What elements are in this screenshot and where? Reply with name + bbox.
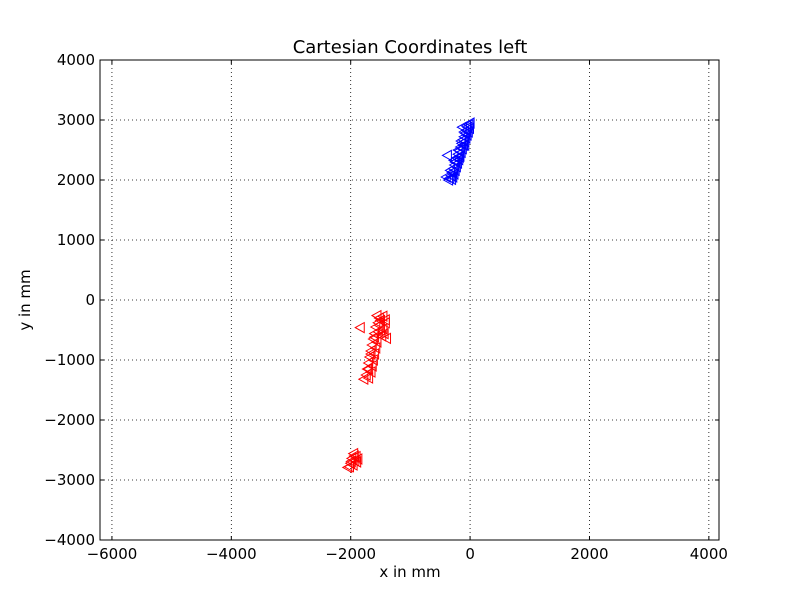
x-tick-label: −2000 <box>325 545 376 563</box>
ticks: −6000 −4000 −2000 0 2000 4000−4000−3000−2000−… <box>44 51 728 563</box>
data-point <box>357 373 369 386</box>
y-tick-label: −4000 <box>44 531 95 549</box>
data-point <box>379 313 390 326</box>
data-point <box>370 309 382 322</box>
series-0 <box>440 117 475 186</box>
data-point <box>345 452 357 465</box>
y-tick-label: −2000 <box>44 411 95 429</box>
data-point <box>444 164 455 177</box>
y-tick-label: 1000 <box>57 231 95 249</box>
data-point <box>348 450 359 462</box>
y-tick-label: 4000 <box>57 51 95 69</box>
data-point <box>458 126 469 138</box>
plot-area <box>341 117 475 474</box>
data-point <box>374 324 386 336</box>
data-point <box>455 135 466 147</box>
x-tick-label: 2000 <box>570 545 608 563</box>
data-point <box>442 174 454 186</box>
data-point <box>445 173 457 186</box>
data-point <box>341 461 353 474</box>
y-axis-label: y in mm <box>16 269 34 330</box>
data-point <box>449 156 460 168</box>
chart-title: Cartesian Coordinates left <box>293 37 528 58</box>
data-point <box>351 453 363 465</box>
y-tick-label: −3000 <box>44 471 95 489</box>
data-point <box>378 327 389 340</box>
data-point <box>364 348 376 360</box>
data-point <box>373 312 384 324</box>
y-tick-label: 3000 <box>57 111 95 129</box>
data-point <box>440 171 451 183</box>
x-tick-label: 4000 <box>690 545 728 563</box>
data-point <box>345 455 356 468</box>
data-point <box>380 332 392 345</box>
y-tick-label: 0 <box>85 291 95 309</box>
data-point <box>458 139 470 152</box>
data-point <box>347 447 359 460</box>
x-tick-label: 0 <box>465 545 475 563</box>
y-tick-label: −1000 <box>44 351 95 369</box>
data-point <box>450 151 462 164</box>
data-point <box>464 117 475 129</box>
series-1 <box>341 309 392 474</box>
x-tick-label: −6000 <box>87 545 138 563</box>
data-point <box>368 331 380 344</box>
grid <box>100 59 719 541</box>
data-point <box>452 144 463 156</box>
data-point <box>362 363 374 375</box>
y-tick-label: 2000 <box>57 171 95 189</box>
data-point <box>354 321 365 334</box>
data-point <box>360 369 371 381</box>
data-point <box>453 151 464 164</box>
data-point <box>447 154 459 167</box>
x-tick-label: −4000 <box>206 545 257 563</box>
data-point <box>456 121 467 134</box>
x-axis-label: x in mm <box>379 563 440 581</box>
data-point <box>441 149 452 162</box>
